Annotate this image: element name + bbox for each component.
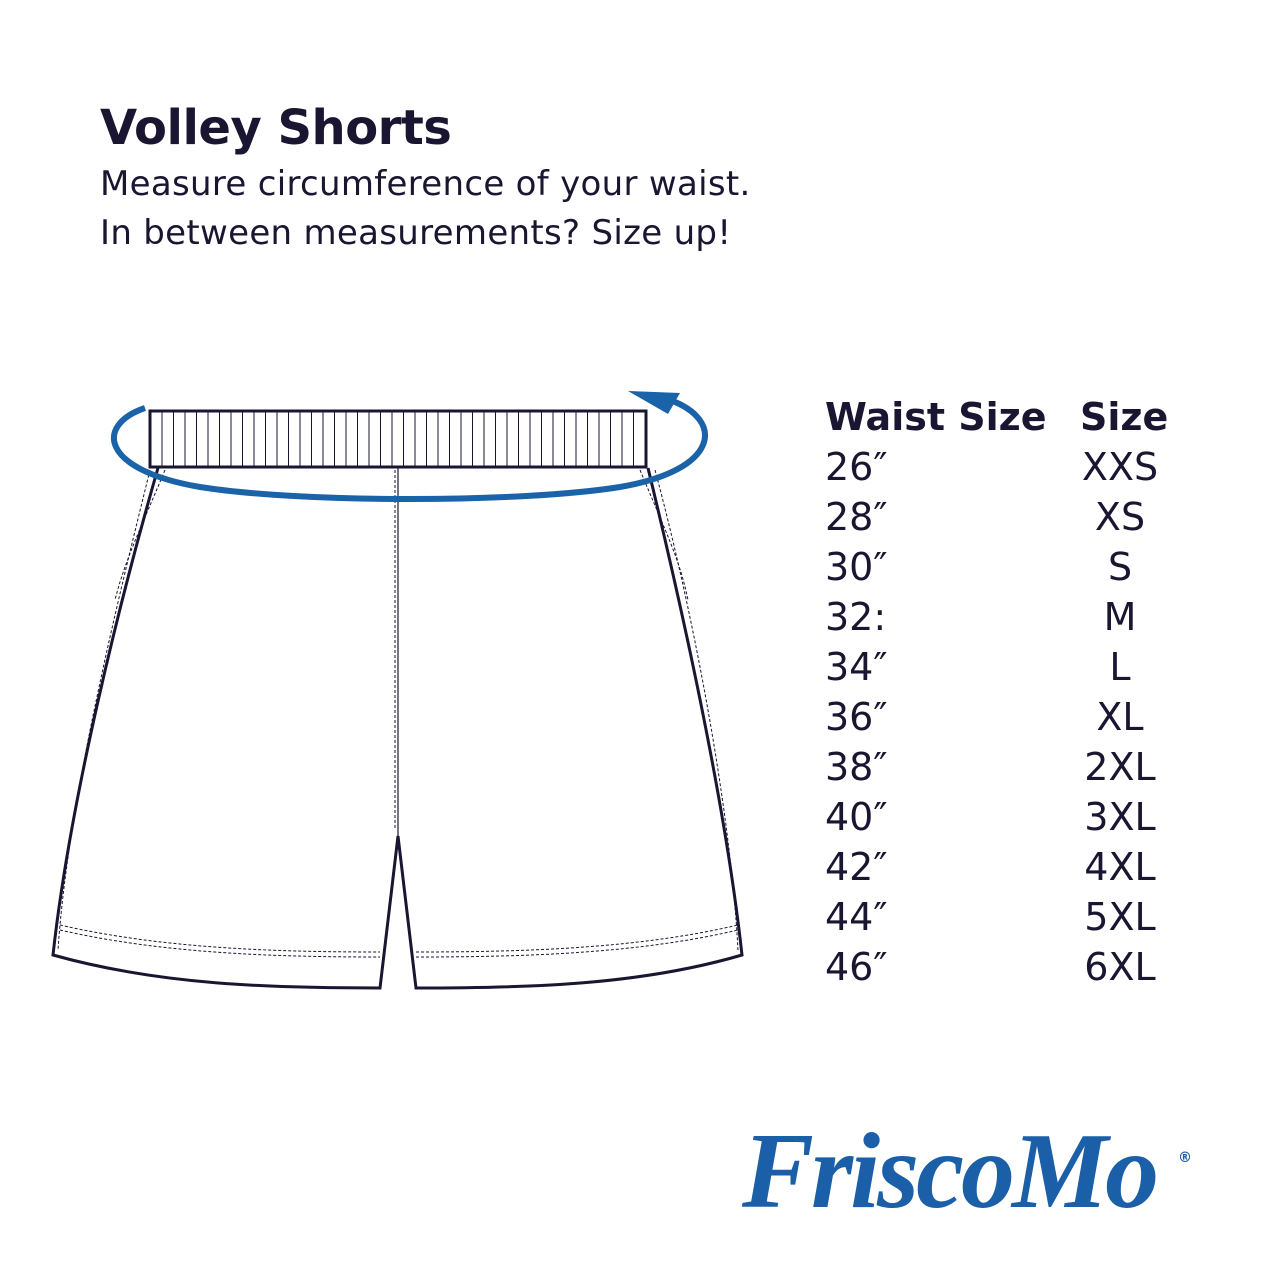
size-cell: 6XL <box>1084 945 1156 989</box>
waist-cell: 46″ <box>825 945 888 989</box>
table-row: 26″ XXS <box>825 442 1185 492</box>
table-row: 46″ 6XL <box>825 942 1185 992</box>
instruction-line-1: Measure circumference of your waist. <box>100 164 751 204</box>
size-cell: XXS <box>1081 445 1159 489</box>
size-table: Waist Size Size 26″ XXS 28″ XS 30″ S 32: M 34″ L 3… <box>825 392 1185 992</box>
waist-cell: 42″ <box>825 845 888 889</box>
logo-text: FriscoMo <box>742 1112 1159 1231</box>
table-row: 34″ L <box>825 642 1185 692</box>
waist-cell: 38″ <box>825 745 888 789</box>
header-waist-size: Waist Size <box>825 395 1047 439</box>
waist-cell: 40″ <box>825 795 888 839</box>
size-cell: L <box>1109 645 1131 689</box>
table-header: Waist Size Size <box>825 392 1185 442</box>
waist-cell: 28″ <box>825 495 888 539</box>
shorts-outline <box>51 467 744 990</box>
waist-cell: 30″ <box>825 545 888 589</box>
table-row: 28″ XS <box>825 492 1185 542</box>
size-cell: 4XL <box>1084 845 1156 889</box>
size-cell: 2XL <box>1084 745 1156 789</box>
measure-arrow-icon <box>110 391 708 502</box>
table-row: 42″ 4XL <box>825 842 1185 892</box>
table-row: 44″ 5XL <box>825 892 1185 942</box>
size-cell: 5XL <box>1084 895 1156 939</box>
registered-mark: ® <box>1178 1150 1192 1166</box>
size-cell: S <box>1107 545 1133 589</box>
friscomo-logo: FriscoMo <box>742 1110 1159 1234</box>
size-cell: XL <box>1096 695 1144 739</box>
page-title: Volley Shorts <box>100 100 452 156</box>
table-row: 30″ S <box>825 542 1185 592</box>
table-row: 40″ 3XL <box>825 792 1185 842</box>
waist-cell: 34″ <box>825 645 888 689</box>
header-size: Size <box>1080 395 1169 439</box>
table-row: 38″ 2XL <box>825 742 1185 792</box>
waist-cell: 26″ <box>825 445 888 489</box>
size-cell: 3XL <box>1084 795 1156 839</box>
size-cell: M <box>1103 595 1137 639</box>
waist-cell: 32: <box>825 595 887 639</box>
waist-cell: 36″ <box>825 695 888 739</box>
size-cell: XS <box>1094 495 1146 539</box>
instruction-line-2: In between measurements? Size up! <box>100 213 732 253</box>
waist-cell: 44″ <box>825 895 888 939</box>
table-row: 32: M <box>825 592 1185 642</box>
table-row: 36″ XL <box>825 692 1185 742</box>
waistband <box>148 409 648 469</box>
